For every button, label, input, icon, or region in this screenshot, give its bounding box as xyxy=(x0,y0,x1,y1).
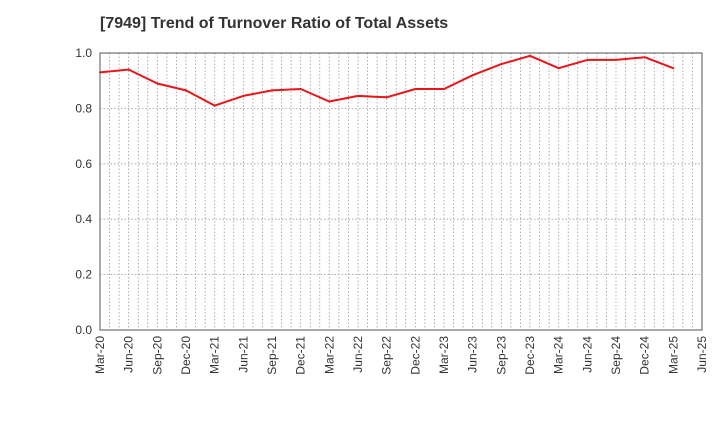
data-point xyxy=(213,104,216,107)
data-point xyxy=(586,58,589,61)
data-point xyxy=(500,63,503,66)
x-tick-label: Mar-23 xyxy=(437,336,451,374)
x-tick-label: Jun-23 xyxy=(466,336,480,373)
data-point xyxy=(385,96,388,99)
x-tick-label: Sep-24 xyxy=(609,336,623,375)
data-point xyxy=(672,67,675,70)
data-point xyxy=(471,74,474,77)
x-tick-label: Sep-23 xyxy=(494,336,508,375)
x-axis-ticks: Mar-20 Jun-20 Sep-20 Dec-20 Mar-21 Jun-21 Sep-… xyxy=(93,336,709,375)
x-tick-label: Jun-20 xyxy=(122,336,136,373)
x-tick-label: Jun-21 xyxy=(236,336,250,373)
x-tick-label: Jun-24 xyxy=(580,336,594,373)
x-tick-label: Mar-20 xyxy=(93,336,107,374)
x-tick-label: Sep-20 xyxy=(150,336,164,375)
data-point xyxy=(299,88,302,90)
x-tick-label: Jun-22 xyxy=(351,336,365,373)
x-tick-label: Dec-24 xyxy=(638,336,652,375)
x-tick-label: Mar-25 xyxy=(666,336,680,374)
data-point xyxy=(328,100,331,103)
y-tick-label: 0.2 xyxy=(75,268,92,282)
y-axis-ticks: 0.0 0.2 0.4 0.6 0.8 1.0 xyxy=(75,46,92,337)
plot-area-frame xyxy=(99,52,703,331)
x-tick-label: Dec-23 xyxy=(523,336,537,375)
grid xyxy=(100,53,702,330)
y-tick-label: 1.0 xyxy=(75,46,92,60)
x-tick-label: Dec-22 xyxy=(408,336,422,375)
x-tick-label: Sep-22 xyxy=(380,336,394,375)
y-tick-label: 0.4 xyxy=(75,212,92,226)
data-point xyxy=(443,88,445,90)
data-point xyxy=(615,58,617,61)
data-point xyxy=(557,67,560,70)
data-point xyxy=(529,54,531,57)
data-point xyxy=(414,88,417,90)
data-point xyxy=(156,82,159,85)
y-tick-label: 0.8 xyxy=(75,101,92,115)
x-tick-label: Jun-25 xyxy=(695,336,709,373)
data-point xyxy=(271,89,273,92)
data-point xyxy=(127,68,130,71)
y-tick-label: 0.0 xyxy=(75,323,92,337)
x-tick-label: Mar-22 xyxy=(322,336,336,374)
y-tick-label: 0.6 xyxy=(75,157,92,171)
series-layer xyxy=(99,54,675,107)
x-tick-label: Mar-24 xyxy=(552,336,566,374)
x-tick-label: Mar-21 xyxy=(208,336,222,374)
x-tick-label: Sep-21 xyxy=(265,336,279,375)
x-tick-label: Dec-21 xyxy=(294,336,308,375)
data-point xyxy=(357,94,359,97)
data-point xyxy=(242,94,245,97)
chart-title: [7949] Trend of Turnover Ratio of Total … xyxy=(100,15,449,32)
data-point xyxy=(99,71,101,74)
x-tick-label: Dec-20 xyxy=(179,336,193,375)
data-point xyxy=(643,56,646,59)
data-point xyxy=(185,89,187,92)
